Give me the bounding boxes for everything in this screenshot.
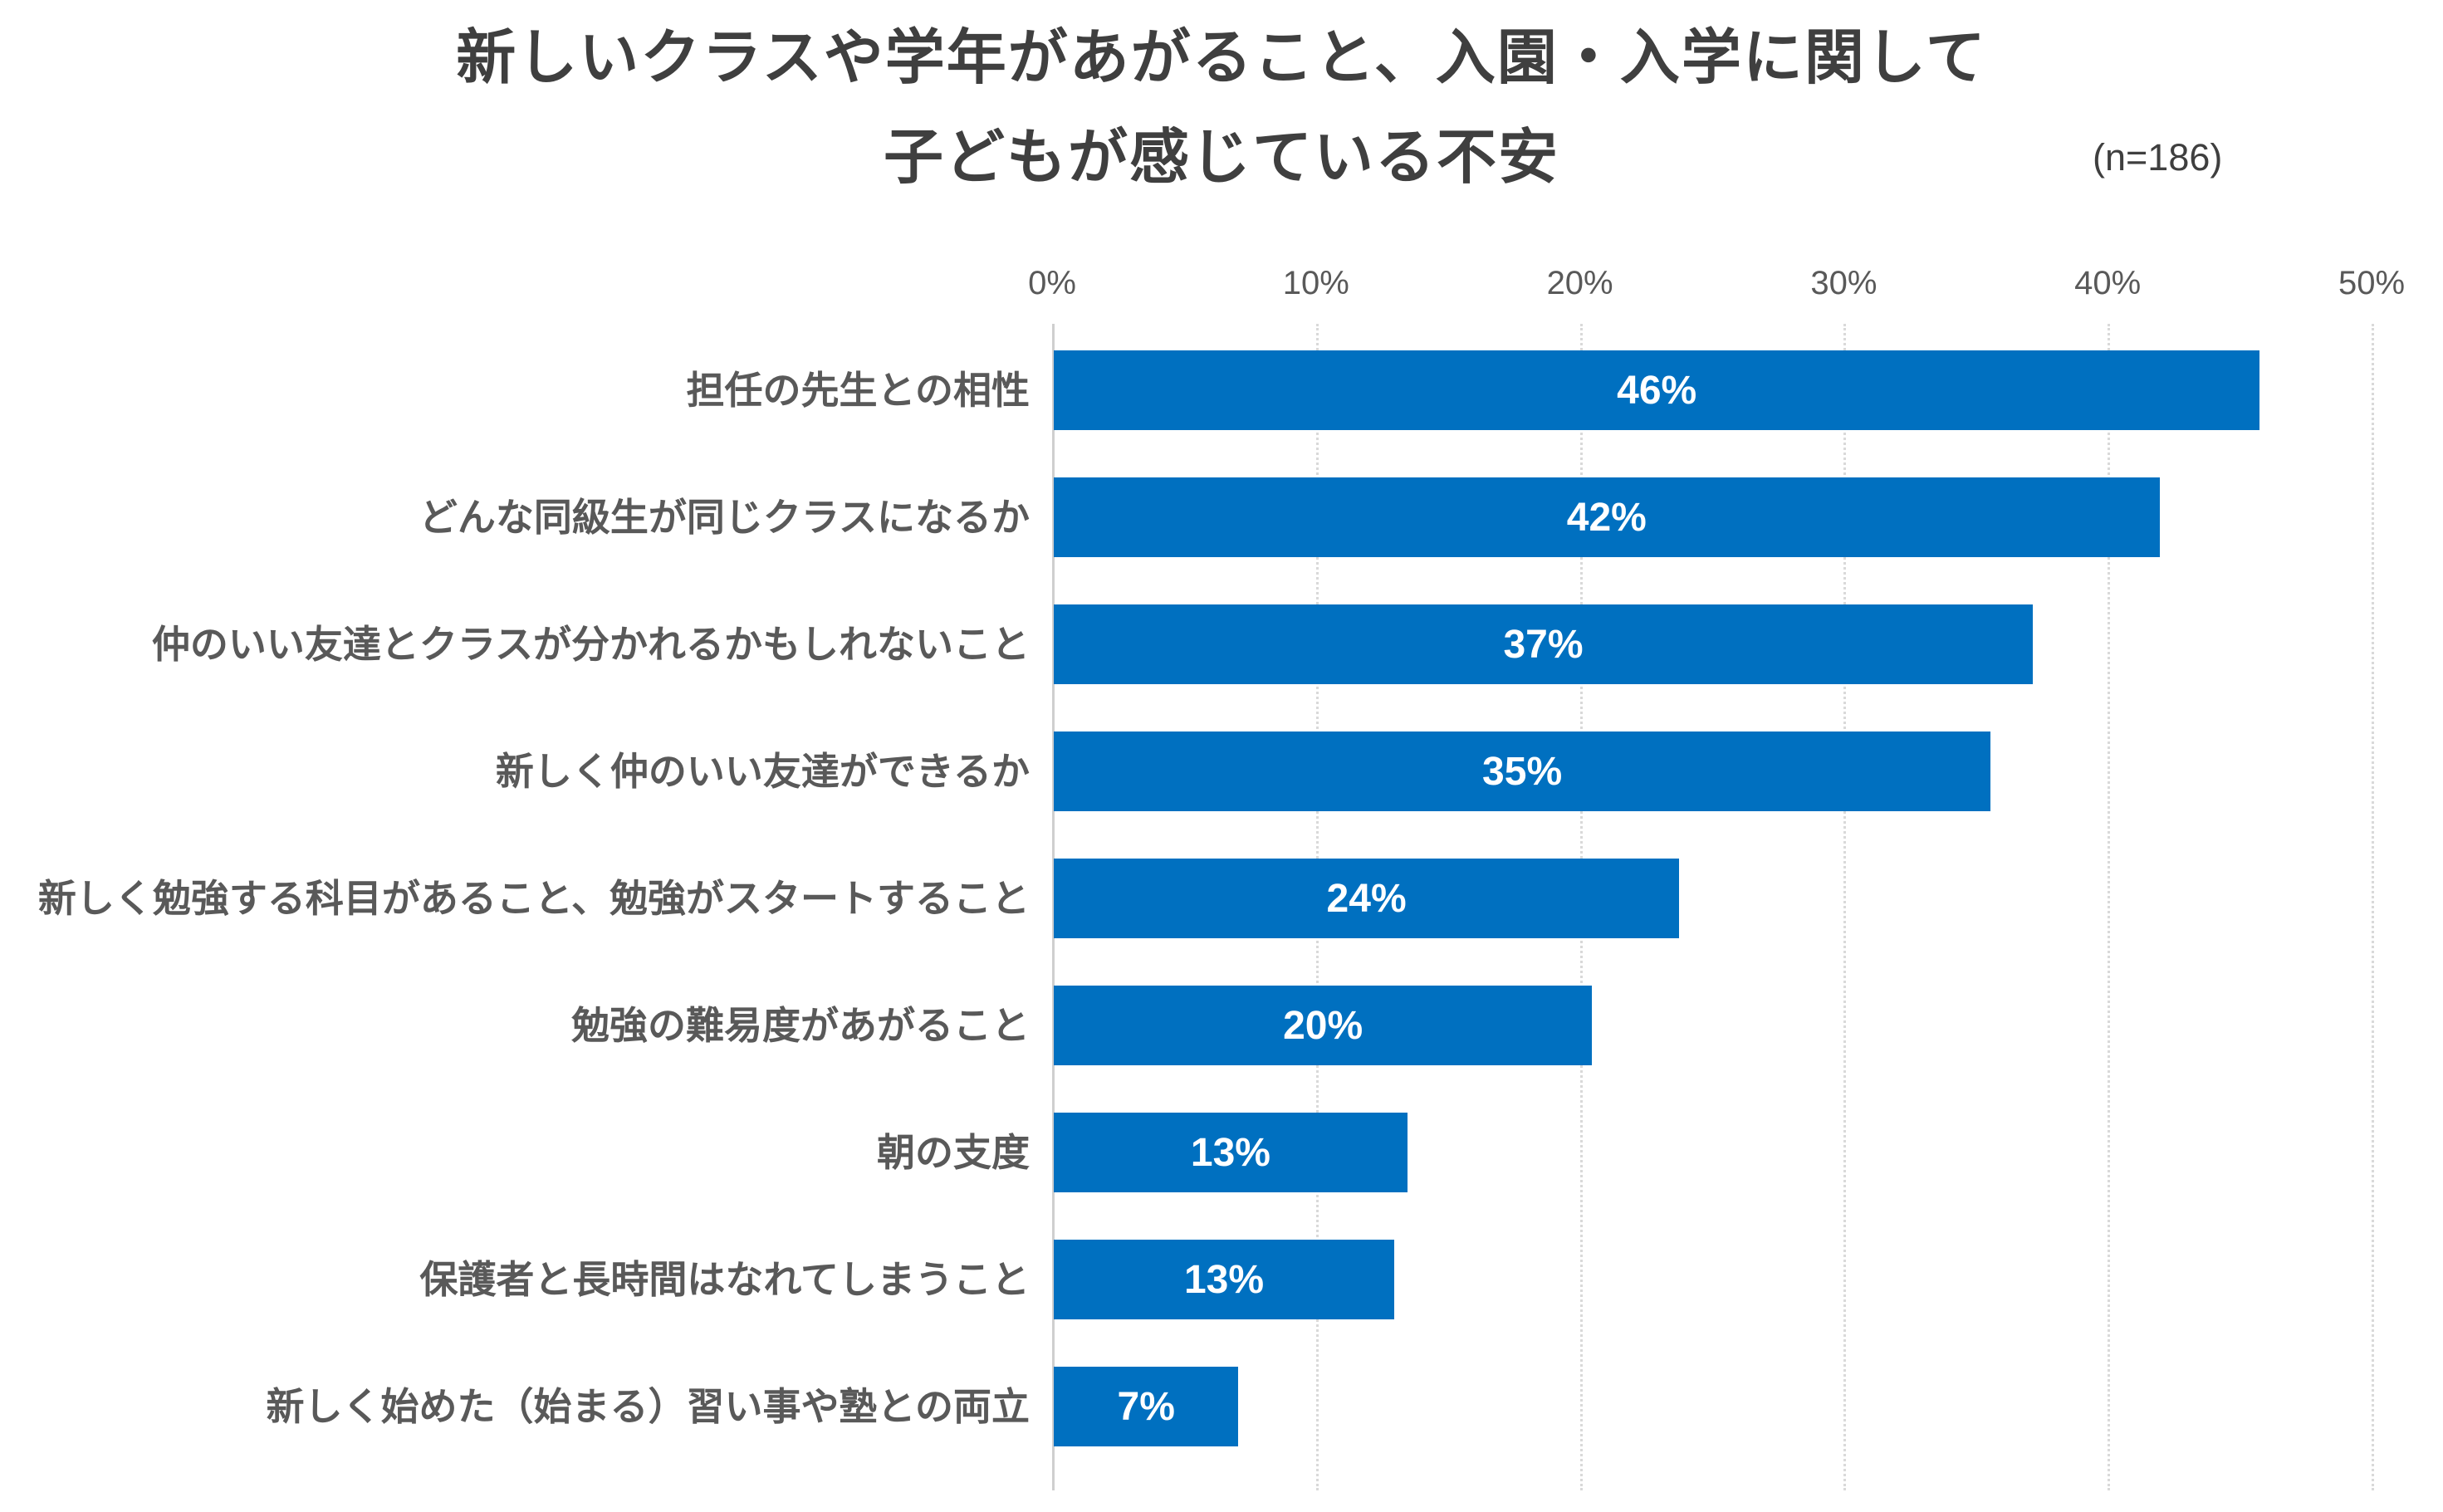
category-axis-labels: 担任の先生との相性どんな同級生が同じクラスになるか仲のいい友達とクラスが分かれる… bbox=[0, 324, 1030, 1490]
bar-value-label: 37% bbox=[1503, 622, 1584, 667]
gridline bbox=[1843, 324, 1847, 1490]
bar: 13% bbox=[1054, 1113, 1408, 1192]
bar-value-label: 13% bbox=[1190, 1130, 1270, 1175]
x-tick-label: 10% bbox=[1282, 265, 1349, 301]
gridline bbox=[2372, 324, 2374, 1490]
bar: 7% bbox=[1054, 1367, 1239, 1446]
x-tick-label: 20% bbox=[1546, 265, 1613, 301]
bar-value-label: 7% bbox=[1117, 1384, 1175, 1429]
category-label: 担任の先生との相性 bbox=[686, 369, 1030, 412]
bar-value-label: 35% bbox=[1482, 749, 1563, 794]
chart-title-line2: 子どもが感じている不安 bbox=[883, 125, 1559, 191]
bar: 46% bbox=[1054, 350, 2260, 430]
category-label: 新しく勉強する科目があること、勉強がスタートすること bbox=[37, 877, 1030, 920]
category-label: 新しく仲のいい友達ができるか bbox=[495, 750, 1030, 793]
bar-value-label: 24% bbox=[1326, 876, 1407, 921]
bar: 42% bbox=[1054, 477, 2160, 557]
chart-title-line1: 新しいクラスや学年があがること、入園・入学に関して bbox=[456, 25, 1987, 91]
bar: 37% bbox=[1054, 604, 2034, 684]
bar-value-label: 42% bbox=[1566, 495, 1647, 540]
category-label: 新しく始めた（始まる）習い事や塾との両立 bbox=[266, 1385, 1030, 1428]
x-tick-label: 30% bbox=[1810, 265, 1878, 301]
x-tick-label: 0% bbox=[1028, 265, 1076, 301]
bar-value-label: 46% bbox=[1617, 368, 1697, 413]
bar: 20% bbox=[1054, 986, 1593, 1065]
category-label: 仲のいい友達とクラスが分かれるかもしれないこと bbox=[151, 623, 1030, 666]
plot-area: 46% 42% 37% 35% 24% 20% 13% 13% 7% bbox=[1052, 324, 2374, 1490]
bar: 24% bbox=[1054, 859, 1680, 938]
bar-value-label: 20% bbox=[1283, 1003, 1363, 1048]
category-label: 保護者と長時間はなれてしまうこと bbox=[419, 1258, 1030, 1301]
sample-size-label: (n=186) bbox=[2093, 136, 2223, 179]
x-axis-zero-line bbox=[1052, 324, 1055, 1490]
gridline bbox=[2108, 324, 2111, 1490]
x-tick-label: 40% bbox=[2074, 265, 2142, 301]
category-label: 勉強の難易度があがること bbox=[571, 1004, 1030, 1047]
chart-title: 新しいクラスや学年があがること、入園・入学に関して 子どもが感じている不安 bbox=[0, 8, 2443, 208]
bar: 13% bbox=[1054, 1240, 1394, 1319]
x-axis-tick-labels: 0% 10% 20% 30% 40% 50% bbox=[1028, 263, 2405, 303]
x-tick-label: 50% bbox=[2338, 265, 2406, 301]
category-label: 朝の支度 bbox=[877, 1131, 1030, 1174]
bar-value-label: 13% bbox=[1183, 1257, 1265, 1302]
bar: 35% bbox=[1054, 732, 1991, 811]
category-label: どんな同級生が同じクラスになるか bbox=[419, 496, 1030, 539]
